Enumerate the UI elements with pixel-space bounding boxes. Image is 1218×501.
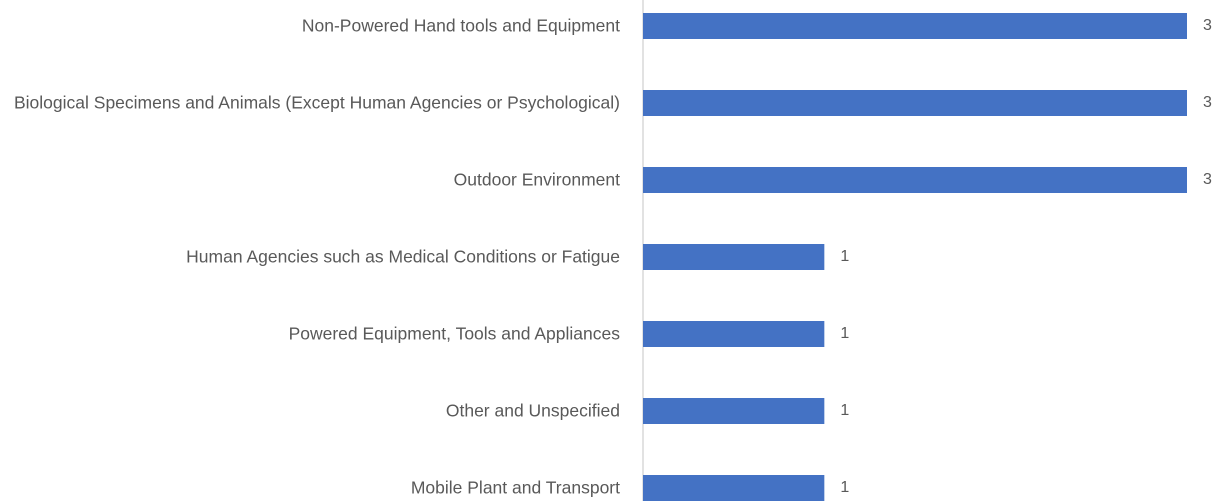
bar <box>643 13 1187 39</box>
data-label: 1 <box>840 402 850 419</box>
data-label: 1 <box>840 248 850 265</box>
bar <box>643 475 825 501</box>
bar <box>643 167 1187 193</box>
data-label: 1 <box>840 325 850 342</box>
category-label: Outdoor Environment <box>453 169 620 190</box>
bar <box>643 398 825 424</box>
category-label: Non-Powered Hand tools and Equipment <box>301 15 620 36</box>
data-label: 3 <box>1203 171 1212 188</box>
bar <box>643 244 825 270</box>
data-label: 1 <box>840 479 850 496</box>
bar <box>643 90 1187 116</box>
bar <box>643 321 825 347</box>
category-label: Powered Equipment, Tools and Appliances <box>288 323 620 344</box>
category-label: Mobile Plant and Transport <box>410 477 620 498</box>
data-label: 3 <box>1203 17 1212 34</box>
category-label: Human Agencies such as Medical Condition… <box>186 246 620 267</box>
data-label: 3 <box>1203 94 1212 111</box>
category-label: Biological Specimens and Animals (Except… <box>14 92 620 113</box>
category-label: Other and Unspecified <box>445 400 620 421</box>
